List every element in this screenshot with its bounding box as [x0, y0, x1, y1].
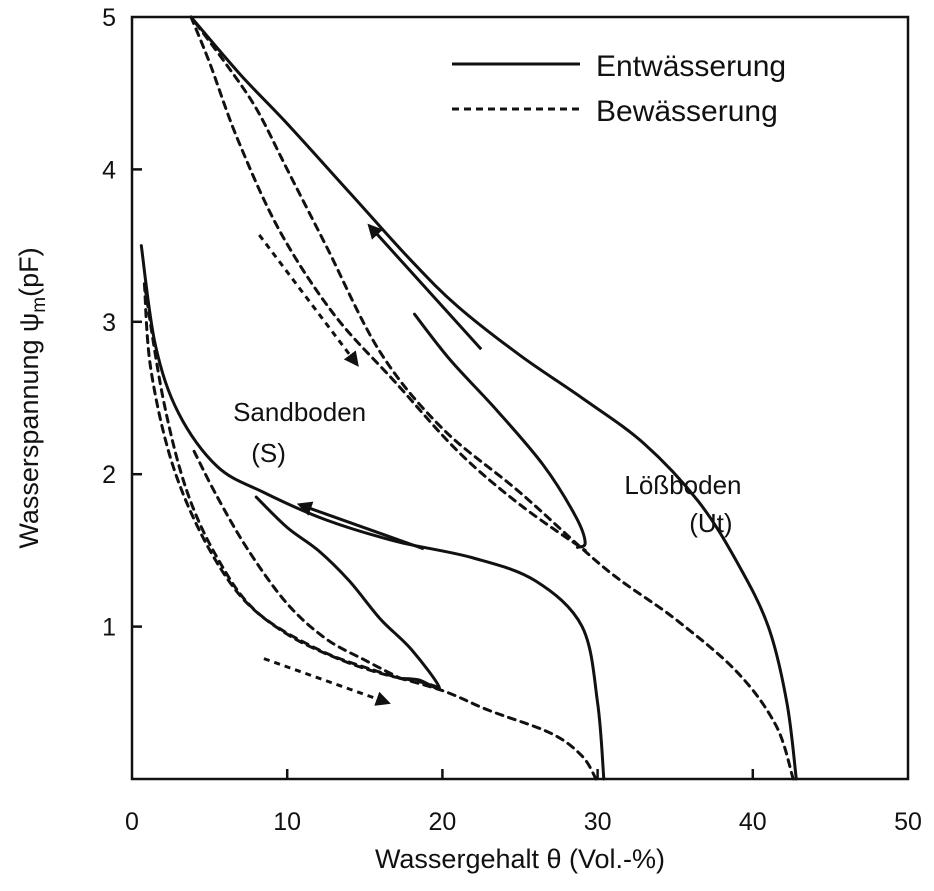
arrow-layer — [258, 223, 483, 706]
x-axis-title: Wassergehalt θ (Vol.-%) — [375, 844, 665, 874]
direction-arrow-dashed-2 — [258, 234, 359, 367]
y-axis-title-unit: (pF) — [14, 247, 44, 297]
annotation-label: Sandboden — [233, 397, 366, 427]
y-tick-label: 2 — [102, 461, 116, 489]
y-axis-ticks: 1 2 3 4 5 — [102, 4, 142, 642]
x-tick-label: 10 — [273, 808, 301, 836]
sand-curve-dashed-8 — [192, 449, 402, 680]
sand-curve-solid-4 — [139, 244, 606, 781]
x-tick-label: 0 — [125, 808, 139, 836]
series-layer — [139, 15, 798, 781]
loess-curve-dashed-2 — [189, 15, 795, 781]
legend-label-entwaesserung: Entwässerung — [596, 50, 786, 83]
annotation-layer: Sandboden (S) Lößboden (Ut) — [233, 397, 741, 538]
direction-arrow-solid-0 — [367, 223, 483, 351]
y-axis-title-main: Wasserspannung ψ — [14, 313, 44, 549]
annotation-label: (Ut) — [689, 508, 732, 538]
plot-frame — [130, 15, 910, 781]
x-tick-label: 50 — [894, 808, 922, 836]
direction-arrow-solid-1 — [296, 501, 425, 551]
y-tick-label: 5 — [102, 4, 116, 32]
x-axis-ticks: 0 10 20 30 40 50 — [125, 769, 922, 836]
loess-curve-solid-1 — [413, 312, 587, 549]
sand-curve-dashed-7 — [142, 282, 441, 690]
x-tick-label: 20 — [428, 808, 456, 836]
sand-curve-dashed-6 — [142, 282, 598, 781]
y-tick-label: 1 — [102, 614, 116, 642]
y-axis-title: Wasserspannung ψm(pF) — [14, 247, 50, 548]
annotation-label: Lößboden — [624, 470, 741, 500]
y-tick-label: 4 — [102, 156, 116, 184]
loess-curve-solid-0 — [189, 15, 798, 781]
y-axis-title-sub: m — [29, 297, 50, 313]
legend-label-bewaesserung: Bewässerung — [596, 95, 778, 128]
annotation-label: (S) — [251, 438, 286, 468]
x-tick-label: 30 — [584, 808, 612, 836]
x-tick-label: 40 — [739, 808, 767, 836]
loess-curve-dashed-3 — [189, 15, 587, 552]
direction-arrow-dashed-3 — [263, 657, 391, 706]
legend: Entwässerung Bewässerung — [452, 50, 786, 128]
y-tick-label: 3 — [102, 309, 116, 337]
